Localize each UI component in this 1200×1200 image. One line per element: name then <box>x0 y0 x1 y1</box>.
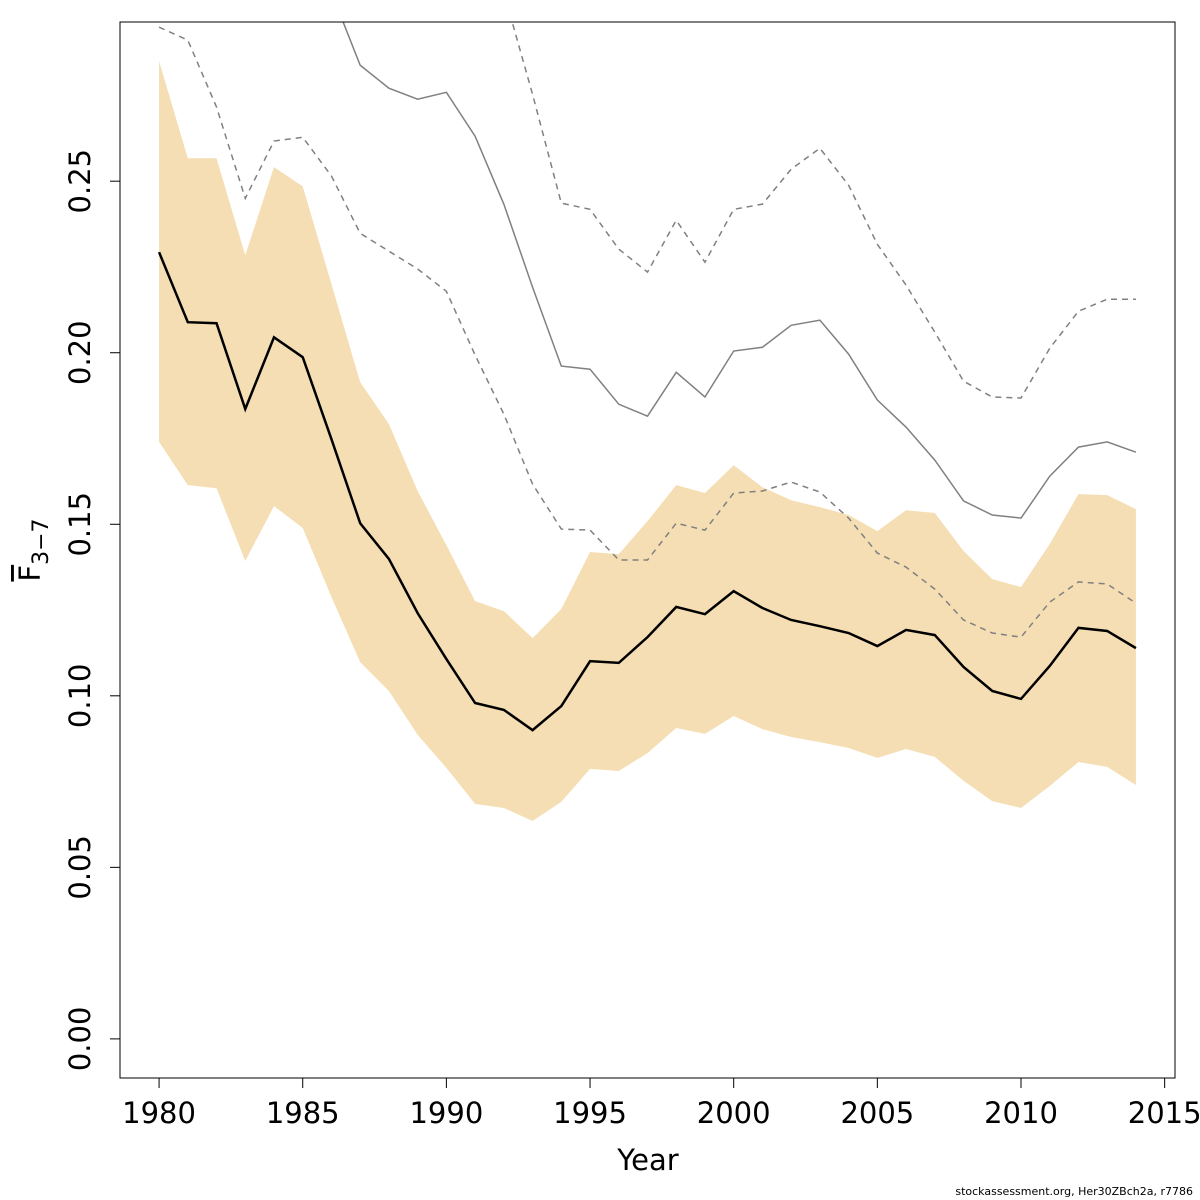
y-tick-label: 0.00 <box>63 1007 97 1072</box>
y-label-text: F3−7 <box>13 518 54 581</box>
x-tick-label: 2000 <box>697 1096 771 1130</box>
y-axis-label: F3−7 <box>13 518 54 581</box>
x-tick-label: 1985 <box>266 1096 340 1130</box>
x-tick-label: 2010 <box>984 1096 1058 1130</box>
y-tick-label: 0.05 <box>63 835 97 900</box>
confidence-band <box>159 61 1136 822</box>
y-tick-label: 0.25 <box>63 149 97 214</box>
series-line <box>342 22 1137 519</box>
y-tick-label: 0.10 <box>63 664 97 729</box>
series-line <box>157 251 1137 732</box>
y-label-symbol: F <box>13 565 47 582</box>
y-label-subscript: 3−7 <box>29 518 54 564</box>
plot-area <box>157 22 1137 822</box>
series-line <box>511 22 1136 399</box>
y-tick-label: 0.15 <box>63 492 97 557</box>
series-line <box>158 26 1137 638</box>
x-tick-label: 1980 <box>122 1096 196 1130</box>
x-tick-label: 2005 <box>840 1096 914 1130</box>
x-tick-label: 2015 <box>1128 1096 1200 1130</box>
footnote: stockassessment.org, Her30ZBch2a, r7786 <box>955 1185 1193 1198</box>
x-tick-label: 1990 <box>409 1096 483 1130</box>
x-tick-label: 1995 <box>553 1096 627 1130</box>
x-axis-label: Year <box>616 1143 678 1177</box>
y-tick-label: 0.20 <box>63 320 97 385</box>
